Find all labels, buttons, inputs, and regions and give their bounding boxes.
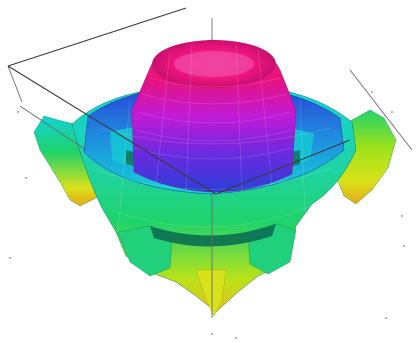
surface-mesh-lines <box>95 43 333 233</box>
bounding-box-back <box>7 7 413 151</box>
surface-inner-band-front <box>150 224 276 247</box>
axis-tick-marks <box>9 91 405 339</box>
surface-dome-crater <box>174 51 254 77</box>
bounding-box-front <box>7 65 351 318</box>
surface-bottom-spike <box>195 269 227 317</box>
